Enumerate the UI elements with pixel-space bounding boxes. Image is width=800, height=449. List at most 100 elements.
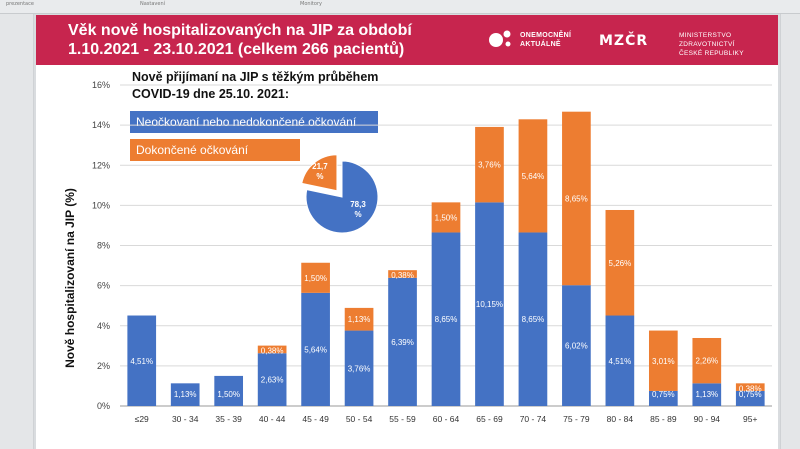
x-tick-label: 35 - 39 xyxy=(215,414,242,424)
slide-title: Věk nově hospitalizovaných na JIP za obd… xyxy=(68,21,448,59)
pie-slice-vaccinated xyxy=(301,154,338,192)
data-label-unvaccinated: 1,13% xyxy=(174,390,197,399)
x-tick-label: 90 - 94 xyxy=(694,414,721,424)
data-label-unvaccinated: 0,75% xyxy=(739,390,762,399)
slide-header-banner: Věk nově hospitalizovaných na JIP za obd… xyxy=(36,15,778,65)
x-tick-label: 95+ xyxy=(743,414,757,424)
bar-unvaccinated xyxy=(388,277,417,406)
x-tick-label: 50 - 54 xyxy=(346,414,373,424)
logo2-line1: MINISTERSTVO ZDRAVOTNICTVÍ xyxy=(679,32,735,48)
ministry-mark: MZČR xyxy=(599,33,649,49)
right-panel xyxy=(780,14,800,449)
data-label-vaccinated: 0,38% xyxy=(739,384,762,393)
data-label-vaccinated: 3,76% xyxy=(478,161,501,170)
slide-title-line1: Věk nově hospitalizovaných na JIP za obd… xyxy=(68,22,412,39)
y-tick-label: 14% xyxy=(92,120,110,130)
toolbar-item-3[interactable]: Monitory xyxy=(300,1,322,7)
data-label-unvaccinated: 5,64% xyxy=(304,345,327,354)
data-label-vaccinated: 1,50% xyxy=(304,274,327,283)
stacked-bar-chart: 0% 2% 4% 6% 8% 10% 12% 14% 16% 4,51% ≤29 1,13% 30 - … xyxy=(92,80,772,424)
bar-vaccinated xyxy=(301,262,330,293)
y-tick-label: 12% xyxy=(92,160,110,170)
chart-subtitle-line1: Nově přijímaní na JIP s těžkým průběhem xyxy=(132,70,379,84)
data-label-vaccinated: 5,64% xyxy=(522,172,545,181)
x-tick-label: 60 - 64 xyxy=(433,414,460,424)
y-tick-label: 2% xyxy=(97,361,110,371)
bar-vaccinated xyxy=(735,383,765,391)
pie-label-unvaccinated: % xyxy=(354,210,361,219)
data-label-vaccinated: 1,50% xyxy=(435,213,458,222)
logo2-line2: ČESKÉ REPUBLIKY xyxy=(679,50,744,57)
data-label-vaccinated: 3,01% xyxy=(652,357,675,366)
toolbar-item-2[interactable]: Nastavení xyxy=(140,1,166,7)
window-toolbar-strip: prezentace Nastavení Monitory xyxy=(0,0,800,14)
legend-vaccinated: Dokončené očkování xyxy=(130,139,300,161)
data-label-unvaccinated: 6,39% xyxy=(391,338,414,347)
bar-unvaccinated xyxy=(170,383,200,406)
toolbar-item-1[interactable]: prezentace xyxy=(6,1,34,7)
bar-unvaccinated xyxy=(562,285,591,406)
bar-unvaccinated xyxy=(475,202,504,406)
bar-vaccinated xyxy=(344,307,374,331)
slide-title-line2: 1.10.2021 - 23.10.2021 (celkem 266 pacie… xyxy=(68,41,405,58)
x-tick-label: 65 - 69 xyxy=(476,414,503,424)
bar-unvaccinated xyxy=(257,353,287,406)
data-label-unvaccinated: 1,50% xyxy=(217,390,240,399)
bar-unvaccinated xyxy=(518,232,548,406)
y-tick-label: 6% xyxy=(97,281,110,291)
x-tick-label: 80 - 84 xyxy=(607,414,634,424)
data-label-unvaccinated: 6,02% xyxy=(565,342,588,351)
x-tick-label: 55 - 59 xyxy=(389,414,416,424)
y-tick-label: 8% xyxy=(97,241,110,251)
bar-unvaccinated xyxy=(431,232,461,406)
bar-unvaccinated xyxy=(735,390,765,406)
bar-vaccinated xyxy=(605,209,635,316)
ministry-logo: MZČR MINISTERSTVO ZDRAVOTNICTVÍ ČESKÉ RE… xyxy=(599,27,774,57)
bar-unvaccinated xyxy=(214,375,244,406)
data-label-vaccinated: 1,13% xyxy=(348,315,371,324)
data-label-unvaccinated: 4,51% xyxy=(609,357,632,366)
data-label-vaccinated: 5,26% xyxy=(609,259,632,268)
bar-unvaccinated xyxy=(127,315,157,406)
data-label-vaccinated: 8,65% xyxy=(565,194,588,203)
bar-vaccinated xyxy=(475,126,504,203)
data-label-vaccinated: 2,26% xyxy=(695,357,718,366)
x-tick-label: 30 - 34 xyxy=(172,414,199,424)
x-tick-label: 70 - 74 xyxy=(520,414,547,424)
data-label-unvaccinated: 8,65% xyxy=(435,315,458,324)
data-label-unvaccinated: 3,76% xyxy=(348,364,371,373)
data-label-unvaccinated: 4,51% xyxy=(130,357,153,366)
bar-unvaccinated xyxy=(344,330,374,406)
data-label-vaccinated: 0,38% xyxy=(261,347,284,356)
data-label-unvaccinated: 0,75% xyxy=(652,390,675,399)
data-label-vaccinated: 0,38% xyxy=(391,271,414,280)
bar-unvaccinated xyxy=(692,383,722,406)
onemocneni-aktualne-logo: ONEMOCNĚNÍ AKTUÁLNĚ xyxy=(486,27,586,53)
presentation-slide: Věk nově hospitalizovaných na JIP za obd… xyxy=(36,15,778,449)
logo1-line1: ONEMOCNĚNÍ xyxy=(520,32,572,39)
bar-unvaccinated xyxy=(605,315,635,406)
chart-subtitle: Nově přijímaní na JIP s těžkým průběhem … xyxy=(132,69,412,103)
bar-unvaccinated xyxy=(301,292,330,406)
dots-icon xyxy=(489,30,511,47)
x-tick-label: ≤29 xyxy=(135,414,149,424)
pie-slice-unvaccinated xyxy=(305,160,379,234)
pie-label-vaccinated: 21,7 xyxy=(312,162,328,171)
bar-vaccinated xyxy=(692,337,722,384)
pie-label-vaccinated: % xyxy=(316,172,323,181)
data-label-unvaccinated: 10,15% xyxy=(476,300,503,309)
logo1-line2: AKTUÁLNĚ xyxy=(520,41,561,48)
y-tick-label: 0% xyxy=(97,401,110,411)
x-tick-label: 45 - 49 xyxy=(302,414,329,424)
x-tick-label: 75 - 79 xyxy=(563,414,590,424)
bar-vaccinated xyxy=(431,202,461,233)
bar-unvaccinated xyxy=(648,390,678,406)
y-tick-label: 16% xyxy=(92,80,110,90)
bar-vaccinated xyxy=(562,111,591,286)
x-tick-label: 85 - 89 xyxy=(650,414,677,424)
chart-subtitle-line2: COVID-19 dne 25.10. 2021: xyxy=(132,87,290,101)
x-tick-label: 40 - 44 xyxy=(259,414,286,424)
bar-vaccinated xyxy=(388,270,417,278)
y-tick-label: 4% xyxy=(97,321,110,331)
data-label-unvaccinated: 8,65% xyxy=(522,315,545,324)
